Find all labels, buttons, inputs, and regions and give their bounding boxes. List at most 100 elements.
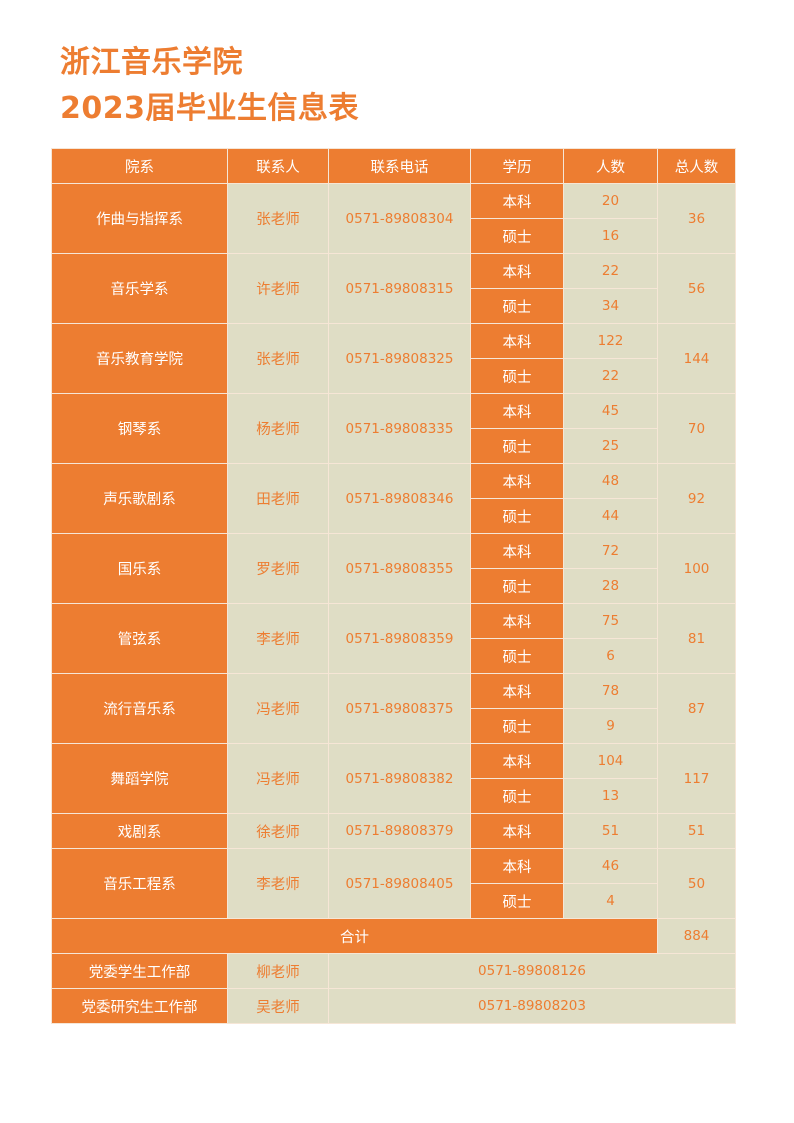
- sum-row: 合计 884: [51, 918, 736, 954]
- degree-level-cell: 本科: [470, 533, 564, 569]
- count-cell: 45: [563, 393, 658, 429]
- office-name-cell: 党委研究生工作部: [51, 988, 228, 1024]
- contact-cell: 冯老师: [227, 743, 329, 814]
- sum-value: 884: [657, 918, 736, 954]
- table-row: 舞蹈学院 冯老师 0571-89808382 本科 104 117: [51, 743, 736, 814]
- phone-cell: 0571-89808375: [328, 673, 471, 744]
- contact-cell: 张老师: [227, 323, 329, 394]
- department-cell: 声乐歌剧系: [51, 463, 228, 534]
- page-title: 浙江音乐学院 2023届毕业生信息表: [60, 40, 359, 132]
- column-header: 联系人: [227, 148, 329, 184]
- title-line-2: 2023届毕业生信息表: [60, 91, 359, 126]
- total-cell: 56: [657, 253, 736, 324]
- office-name-cell: 党委学生工作部: [51, 953, 228, 989]
- column-header: 学历: [470, 148, 564, 184]
- degree-level-cell: 硕士: [470, 638, 564, 674]
- count-cell: 44: [563, 498, 658, 534]
- department-cell: 作曲与指挥系: [51, 183, 228, 254]
- count-cell: 72: [563, 533, 658, 569]
- degree-level-cell: 硕士: [470, 288, 564, 324]
- title-line-1: 浙江音乐学院: [60, 45, 243, 80]
- phone-cell: 0571-89808346: [328, 463, 471, 534]
- department-cell: 舞蹈学院: [51, 743, 228, 814]
- phone-cell: 0571-89808304: [328, 183, 471, 254]
- department-cell: 钢琴系: [51, 393, 228, 464]
- count-cell: 13: [563, 778, 658, 814]
- count-cell: 22: [563, 253, 658, 289]
- table-row: 硕士 44: [52, 498, 736, 534]
- department-cell: 音乐工程系: [51, 848, 228, 919]
- table-row: 硕士 6: [52, 638, 736, 674]
- count-cell: 25: [563, 428, 658, 464]
- total-cell: 50: [657, 848, 736, 919]
- department-cell: 音乐教育学院: [51, 323, 228, 394]
- degree-level-cell: 本科: [470, 848, 564, 884]
- count-cell: 51: [563, 813, 658, 849]
- phone-cell: 0571-89808382: [328, 743, 471, 814]
- phone-cell: 0571-89808379: [328, 813, 471, 849]
- table-row: 硕士 16: [52, 218, 736, 254]
- office-row: 党委研究生工作部 吴老师 0571-89808203: [51, 988, 736, 1024]
- total-cell: 81: [657, 603, 736, 674]
- department-cell: 戏剧系: [51, 813, 228, 849]
- table-row: 硕士 4: [52, 883, 736, 919]
- count-cell: 46: [563, 848, 658, 884]
- degree-level-cell: 硕士: [470, 883, 564, 919]
- total-cell: 51: [657, 813, 736, 849]
- contact-cell: 田老师: [227, 463, 329, 534]
- degree-level-cell: 硕士: [470, 708, 564, 744]
- degree-level-cell: 硕士: [470, 778, 564, 814]
- table-row: 钢琴系 杨老师 0571-89808335 本科 45 70: [51, 393, 736, 464]
- degree-level-cell: 硕士: [470, 358, 564, 394]
- table-header-row: 院系 联系人 联系电话 学历 人数 总人数: [51, 148, 736, 184]
- department-cell: 音乐学系: [51, 253, 228, 324]
- total-cell: 92: [657, 463, 736, 534]
- office-row: 党委学生工作部 柳老师 0571-89808126: [51, 953, 736, 989]
- table-row: 流行音乐系 冯老师 0571-89808375 本科 78 87: [51, 673, 736, 744]
- contact-cell: 许老师: [227, 253, 329, 324]
- contact-cell: 李老师: [227, 848, 329, 919]
- count-cell: 16: [563, 218, 658, 254]
- table-row: 硕士 25: [52, 428, 736, 464]
- degree-level-cell: 本科: [470, 743, 564, 779]
- column-header: 总人数: [657, 148, 736, 184]
- count-cell: 28: [563, 568, 658, 604]
- count-cell: 9: [563, 708, 658, 744]
- table-row: 音乐学系 许老师 0571-89808315 本科 22 56: [51, 253, 736, 324]
- graduate-info-table: 院系 联系人 联系电话 学历 人数 总人数 作曲与指挥系 张老师 0571-89808304 本…: [51, 148, 736, 1024]
- phone-cell: 0571-89808335: [328, 393, 471, 464]
- table-row: 声乐歌剧系 田老师 0571-89808346 本科 48 92: [51, 463, 736, 534]
- table-row: 管弦系 李老师 0571-89808359 本科 75 81: [51, 603, 736, 674]
- column-header: 联系电话: [328, 148, 471, 184]
- total-cell: 36: [657, 183, 736, 254]
- count-cell: 22: [563, 358, 658, 394]
- department-cell: 国乐系: [51, 533, 228, 604]
- office-phone-cell: 0571-89808126: [328, 953, 736, 989]
- count-cell: 4: [563, 883, 658, 919]
- degree-level-cell: 硕士: [470, 498, 564, 534]
- table-row: 国乐系 罗老师 0571-89808355 本科 72 100: [51, 533, 736, 604]
- table-row: 戏剧系 徐老师 0571-89808379 本科 51 51: [51, 813, 736, 849]
- degree-level-cell: 本科: [470, 393, 564, 429]
- degree-level-cell: 本科: [470, 603, 564, 639]
- contact-cell: 冯老师: [227, 673, 329, 744]
- department-cell: 管弦系: [51, 603, 228, 674]
- table-row: 硕士 9: [52, 708, 736, 744]
- table-row: 作曲与指挥系 张老师 0571-89808304 本科 20 36: [51, 183, 736, 254]
- column-header: 院系: [51, 148, 228, 184]
- contact-cell: 李老师: [227, 603, 329, 674]
- degree-level-cell: 本科: [470, 673, 564, 709]
- contact-cell: 徐老师: [227, 813, 329, 849]
- total-cell: 117: [657, 743, 736, 814]
- contact-cell: 杨老师: [227, 393, 329, 464]
- sum-label: 合计: [51, 918, 658, 954]
- degree-level-cell: 本科: [470, 183, 564, 219]
- department-cell: 流行音乐系: [51, 673, 228, 744]
- count-cell: 34: [563, 288, 658, 324]
- table-row: 硕士 28: [52, 568, 736, 604]
- office-contact-cell: 吴老师: [227, 988, 329, 1024]
- degree-level-cell: 本科: [470, 463, 564, 499]
- table-row: 硕士 13: [52, 778, 736, 814]
- office-contact-cell: 柳老师: [227, 953, 329, 989]
- phone-cell: 0571-89808325: [328, 323, 471, 394]
